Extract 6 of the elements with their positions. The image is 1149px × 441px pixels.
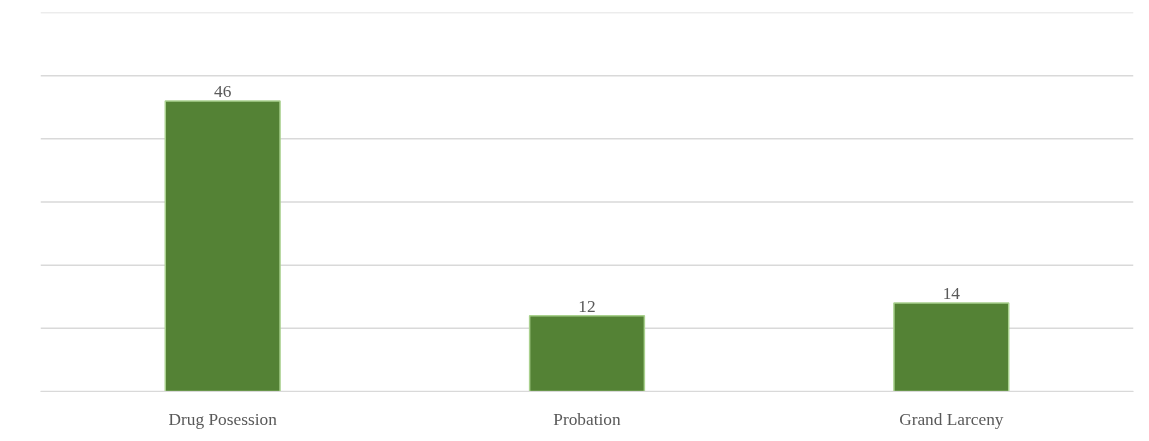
x-tick-label: Grand Larceny <box>899 409 1004 429</box>
data-label: 12 <box>578 296 596 316</box>
x-tick-label: Probation <box>553 409 622 429</box>
data-label: 14 <box>942 284 961 304</box>
data-label: 46 <box>214 81 232 101</box>
x-tick-label: Drug Posession <box>168 409 278 429</box>
